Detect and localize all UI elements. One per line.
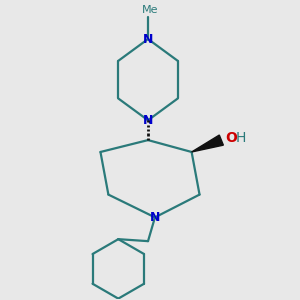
Text: O: O xyxy=(225,131,237,145)
Polygon shape xyxy=(192,135,224,152)
Text: N: N xyxy=(150,211,160,224)
Text: N: N xyxy=(143,114,153,127)
Text: H: H xyxy=(235,131,246,145)
Text: Me: Me xyxy=(142,5,158,15)
Text: N: N xyxy=(143,32,153,46)
